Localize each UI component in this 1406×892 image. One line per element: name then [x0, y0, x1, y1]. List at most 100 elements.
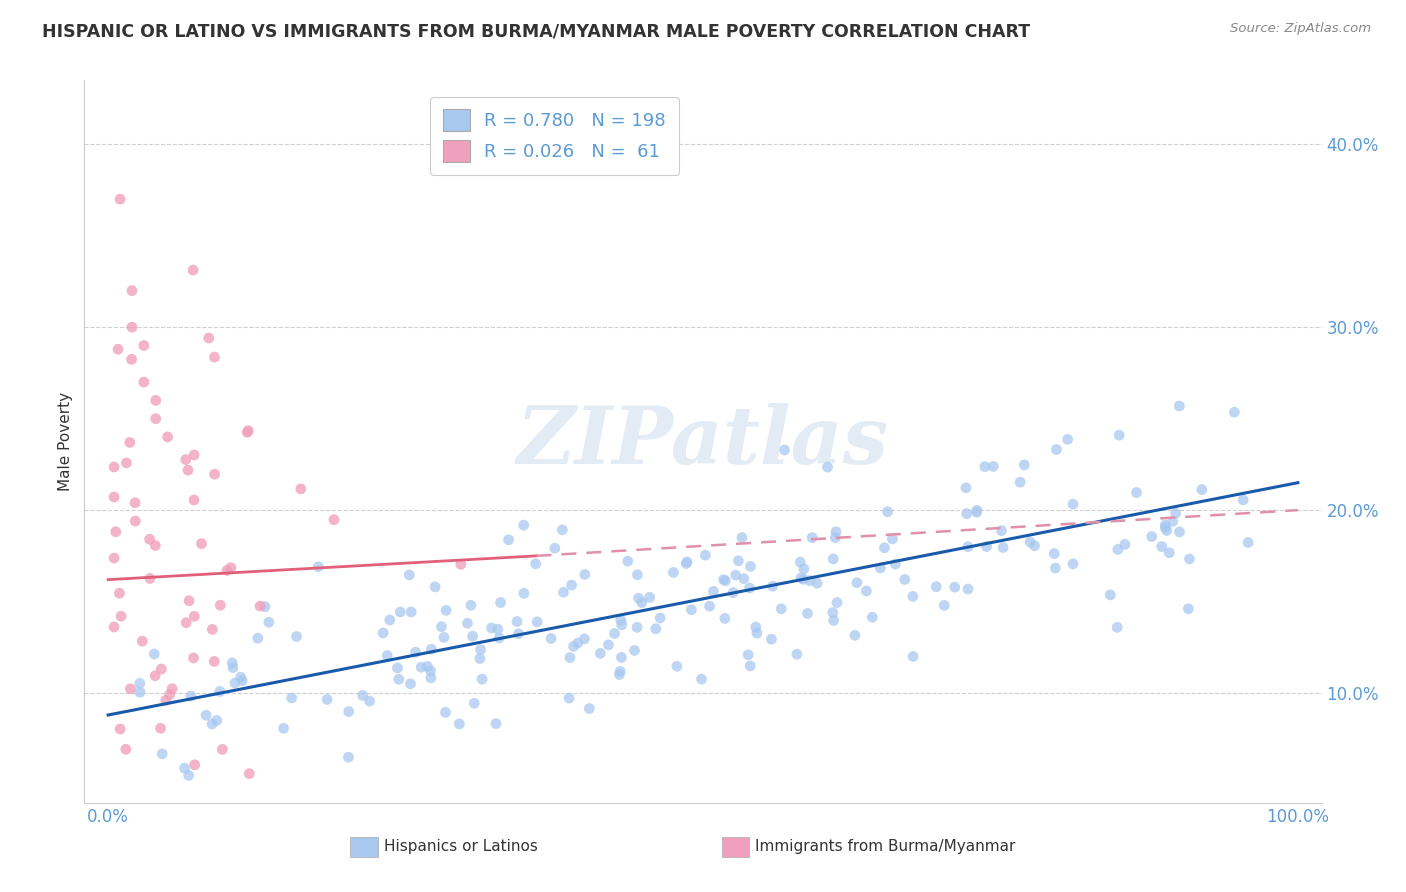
Point: [183, 448, 205, 462]
Point: [869, 561, 891, 575]
Point: [561, 578, 583, 592]
Point: [825, 524, 848, 539]
Point: [1108, 428, 1130, 442]
Point: [139, 571, 162, 585]
Point: [420, 642, 443, 657]
Point: [623, 643, 645, 657]
Point: [420, 671, 443, 685]
Point: [745, 626, 768, 640]
Point: [449, 717, 471, 731]
Point: [132, 338, 155, 352]
Point: [378, 613, 401, 627]
Point: [1232, 492, 1254, 507]
Point: [1150, 540, 1173, 554]
Point: [790, 571, 813, 585]
Point: [107, 343, 129, 357]
Point: [956, 540, 979, 554]
Point: [638, 591, 661, 605]
Point: [399, 677, 422, 691]
Point: [981, 459, 1004, 474]
Point: [208, 684, 231, 698]
Point: [738, 581, 761, 595]
Point: [104, 524, 127, 539]
Point: [205, 714, 228, 728]
FancyBboxPatch shape: [721, 837, 749, 857]
Point: [991, 541, 1014, 555]
Point: [183, 757, 205, 772]
Point: [352, 689, 374, 703]
Point: [143, 539, 166, 553]
Point: [485, 716, 508, 731]
Point: [676, 555, 699, 569]
Point: [371, 626, 394, 640]
Point: [524, 557, 547, 571]
Point: [120, 681, 142, 696]
Point: [1159, 546, 1181, 560]
Point: [675, 557, 697, 571]
Text: Source: ZipAtlas.com: Source: ZipAtlas.com: [1230, 22, 1371, 36]
Point: [221, 656, 243, 670]
Point: [901, 590, 924, 604]
Point: [956, 582, 979, 596]
Point: [110, 609, 132, 624]
Point: [1125, 485, 1147, 500]
Point: [733, 572, 755, 586]
Point: [844, 628, 866, 642]
Point: [1223, 405, 1246, 419]
Point: [1237, 535, 1260, 549]
Point: [976, 540, 998, 554]
Point: [183, 493, 205, 508]
Point: [1019, 535, 1042, 549]
Point: [512, 518, 534, 533]
Point: [204, 467, 226, 482]
Point: [1177, 602, 1199, 616]
Point: [761, 632, 783, 647]
Point: [1107, 542, 1129, 557]
Point: [143, 647, 166, 661]
Point: [966, 503, 988, 517]
Point: [823, 552, 845, 566]
Point: [388, 673, 411, 687]
Point: [181, 263, 204, 277]
Point: [174, 452, 197, 467]
Point: [567, 636, 589, 650]
Point: [1154, 521, 1177, 535]
Point: [934, 599, 956, 613]
Point: [280, 691, 302, 706]
Point: [737, 648, 759, 662]
Point: [481, 621, 503, 635]
Point: [1107, 620, 1129, 634]
Point: [411, 660, 433, 674]
Point: [574, 632, 596, 646]
Point: [578, 701, 600, 715]
Point: [121, 352, 143, 367]
Point: [956, 507, 979, 521]
Point: [1062, 557, 1084, 571]
Point: [118, 435, 141, 450]
Point: [159, 687, 181, 701]
Point: [121, 320, 143, 334]
Point: [806, 576, 828, 591]
Point: [821, 606, 844, 620]
Point: [337, 705, 360, 719]
Point: [925, 580, 948, 594]
Point: [799, 574, 821, 588]
Point: [955, 481, 977, 495]
Point: [650, 611, 672, 625]
Point: [873, 541, 896, 555]
Point: [236, 425, 259, 440]
Point: [966, 505, 988, 519]
Point: [198, 331, 221, 345]
Point: [253, 599, 276, 614]
Point: [609, 667, 631, 681]
Point: [211, 742, 233, 756]
Point: [209, 598, 232, 612]
Point: [1178, 552, 1201, 566]
Point: [1168, 524, 1191, 539]
Point: [222, 660, 245, 674]
Point: [762, 579, 785, 593]
Point: [103, 551, 125, 566]
Point: [160, 681, 183, 696]
Point: [589, 646, 612, 660]
Point: [1164, 506, 1187, 520]
